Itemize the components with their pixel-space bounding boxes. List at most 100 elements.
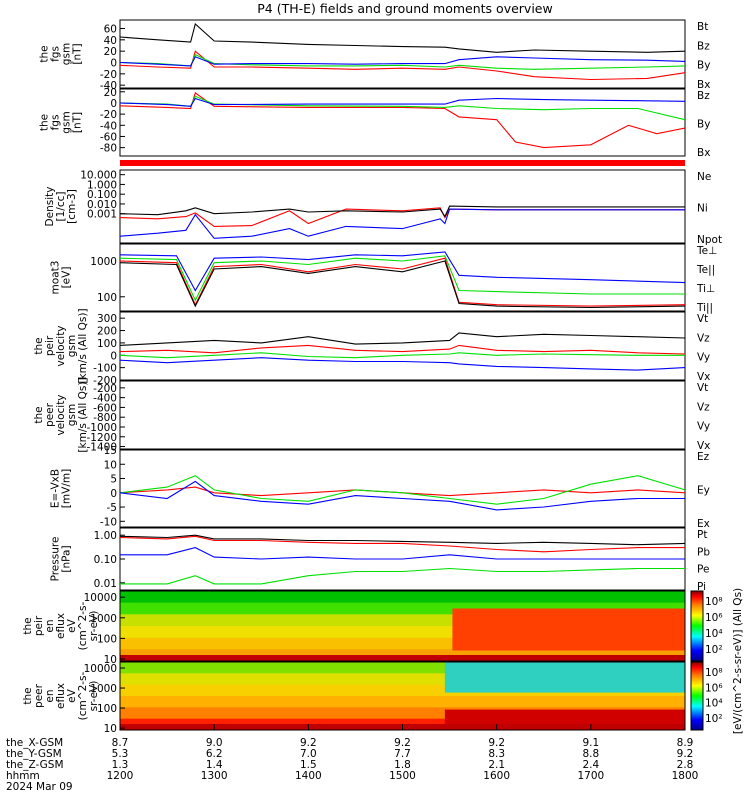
y-axis-label: Pressure[nPa] bbox=[50, 537, 73, 582]
x-row-value: 8.3 bbox=[488, 748, 505, 760]
colorbar-tick-label: 10⁶ bbox=[705, 612, 723, 624]
y-axis-label-line: [nPa] bbox=[61, 545, 73, 572]
spectrogram-band bbox=[120, 591, 685, 604]
series-te-line bbox=[119, 257, 686, 307]
panel-frame bbox=[119, 19, 686, 89]
legend-ey: Ey bbox=[697, 485, 710, 497]
colorbar bbox=[690, 661, 704, 731]
panels-group: 6040200-20-40thefgsgsm[nT]BtBzByBx200-20… bbox=[22, 19, 722, 735]
spectrogram-region bbox=[444, 709, 685, 727]
legend-ez: Ez bbox=[697, 451, 710, 463]
y-tick-label: 15 bbox=[104, 445, 117, 457]
y-axis-label-line: velocity bbox=[55, 325, 67, 366]
y-axis-label-line: moat3 bbox=[50, 261, 62, 295]
y-axis-label-line: [nT] bbox=[72, 43, 84, 64]
y-axis-label-line: eflux bbox=[55, 613, 67, 639]
colorbar-group: 10⁸ 10⁶ 10⁴ 10² 10⁸ 10⁶ 10⁴ 10² [eV/(cm^2-s-sr-e… bbox=[690, 588, 744, 734]
series-ey-line bbox=[119, 475, 686, 505]
y-axis-label: E=-VxB[mV/m] bbox=[50, 469, 73, 508]
spectrogram-floor bbox=[120, 655, 685, 661]
x-row-value: 1.8 bbox=[394, 759, 411, 771]
x-row-value: 7.0 bbox=[300, 748, 317, 760]
x-row-value: 1600 bbox=[483, 770, 510, 782]
y-tick-label: 1000 bbox=[90, 683, 117, 695]
legend-pi: Pi bbox=[697, 581, 706, 593]
legend-te: Te⊥ bbox=[696, 245, 717, 257]
y-tick-label: 1.000 bbox=[87, 179, 117, 191]
y-tick-label: -80 bbox=[100, 143, 117, 155]
y-axis-label-line: the bbox=[39, 114, 51, 131]
legend-vz: Vz bbox=[697, 332, 710, 344]
legend-vy: Vy bbox=[697, 352, 710, 364]
y-tick-label: -100 bbox=[93, 363, 117, 375]
x-row-value: 9.2 bbox=[488, 737, 505, 749]
x-row-value: 1400 bbox=[295, 770, 322, 782]
y-axis-label: moat3[eV] bbox=[50, 261, 73, 295]
y-axis-label-line: peer bbox=[44, 402, 56, 427]
y-tick-label: -200 bbox=[93, 375, 117, 387]
y-tick-label: 1.00 bbox=[94, 530, 117, 542]
y-axis-label-line: fgs bbox=[50, 46, 62, 62]
y-axis-label-line: fgs bbox=[50, 115, 62, 131]
legend-pe: Pe bbox=[697, 564, 709, 576]
y-axis-label-line: en bbox=[44, 689, 56, 702]
y-tick-label: -1200 bbox=[86, 432, 117, 444]
legend-by: By bbox=[697, 119, 710, 131]
y-tick-label: 10 bbox=[104, 459, 117, 471]
series-bx-line bbox=[119, 56, 686, 67]
legend-vx: Vx bbox=[697, 371, 710, 383]
spectrogram-region bbox=[444, 662, 685, 693]
legend-vy: Vy bbox=[697, 421, 710, 433]
x-row-value: 8.7 bbox=[112, 737, 129, 749]
y-axis-label-line: [nT] bbox=[72, 112, 84, 133]
y-tick-label: 0 bbox=[110, 58, 117, 70]
y-tick-label: 100 bbox=[97, 633, 117, 645]
panel-6: -200-400-600-800-1000-1200-1400thepeerve… bbox=[33, 377, 710, 453]
x-row-value: 5.3 bbox=[112, 748, 129, 760]
legend-npot: Npot bbox=[697, 234, 722, 246]
spectrogram-band bbox=[120, 662, 685, 674]
y-tick-label: -20 bbox=[100, 109, 117, 121]
legend-vz: Vz bbox=[697, 401, 710, 413]
legend-bz: Bz bbox=[697, 90, 710, 102]
x-row-label: the_Z-GSM bbox=[6, 759, 64, 771]
panel-frame bbox=[119, 380, 686, 450]
x-row-value: 8.8 bbox=[582, 748, 599, 760]
y-axis-label-line: gsm bbox=[61, 43, 73, 65]
y-axis-label-line: sr-eV) bbox=[88, 611, 100, 642]
y-axis-label-line: (cm^2-s- bbox=[77, 601, 89, 650]
x-row-value: 1500 bbox=[389, 770, 416, 782]
y-tick-label: 300 bbox=[97, 313, 117, 325]
series-vz-line bbox=[119, 344, 686, 355]
y-tick-label: -200 bbox=[93, 383, 117, 395]
y-axis-label-line: [cm-3] bbox=[66, 189, 78, 224]
x-row-value: 9.0 bbox=[206, 737, 223, 749]
y-tick-label: 20 bbox=[104, 87, 117, 99]
x-row-value: 1.4 bbox=[206, 759, 223, 771]
colorbar-tick-label: 10⁶ bbox=[705, 682, 723, 694]
x-row-value: 1200 bbox=[107, 770, 134, 782]
x-row-value: 6.2 bbox=[206, 748, 223, 760]
panel-8: 1.00 0.10 0.01 Pressure[nPa] Pt Pb Pe Pi bbox=[50, 527, 710, 593]
colorbar-label: [eV/(cm^2-s-sr-eV)] (All Qs) bbox=[732, 588, 744, 734]
y-tick-label: -40 bbox=[100, 80, 117, 92]
y-tick-label: 10.000 bbox=[80, 170, 117, 182]
x-row-value: 8.9 bbox=[677, 737, 694, 749]
y-axis-label-line: en bbox=[44, 619, 56, 632]
y-tick-label: 10 bbox=[104, 723, 117, 735]
y-tick-label: 10 bbox=[104, 654, 117, 666]
y-tick-label: 0.010 bbox=[87, 199, 117, 211]
spectrogram-band bbox=[120, 696, 685, 708]
y-axis-label: thefgsgsm[nT] bbox=[39, 43, 84, 65]
y-tick-label: -10 bbox=[100, 516, 117, 528]
spectrogram-band bbox=[120, 684, 685, 697]
y-tick-label: 10000 bbox=[84, 663, 117, 675]
legend-ti: Ti⊥ bbox=[696, 283, 715, 295]
x-row-value: 1300 bbox=[201, 770, 228, 782]
y-tick-label: -1000 bbox=[86, 422, 117, 434]
x-row-value: 2.4 bbox=[582, 759, 599, 771]
y-tick-label: 0.100 bbox=[87, 189, 117, 201]
